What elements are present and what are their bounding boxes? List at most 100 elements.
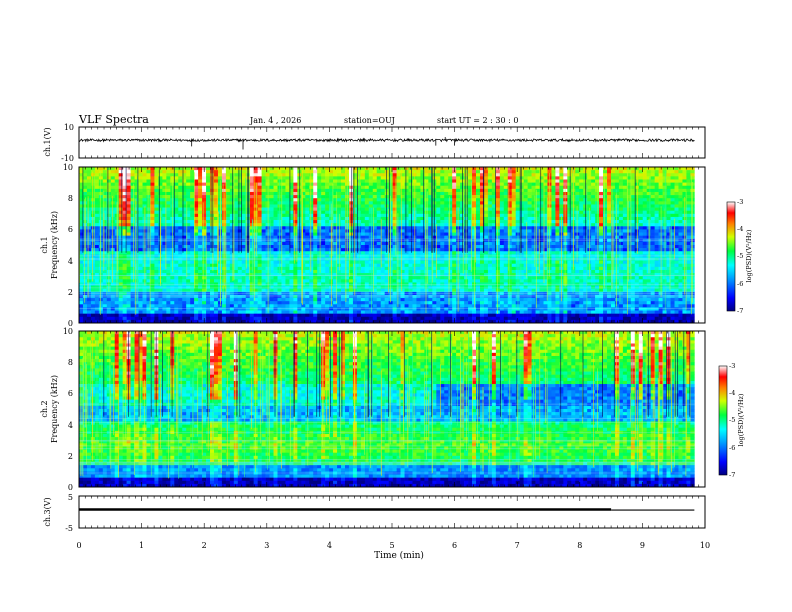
spectrogram-cell <box>90 185 96 190</box>
spectrogram-cell <box>273 266 278 271</box>
spectrogram-cell <box>364 276 370 280</box>
spectrogram-cell <box>118 185 123 190</box>
spectrogram-cell <box>281 251 286 255</box>
spectrogram-cell <box>348 241 354 246</box>
spectrogram-cell <box>352 313 358 318</box>
spectrogram-cell <box>98 173 104 177</box>
spectrogram-cell <box>329 173 334 177</box>
spectrogram-cell <box>253 210 258 215</box>
spectrogram-cell <box>372 260 378 265</box>
spectrogram-cell <box>313 195 318 199</box>
spectrogram-cell <box>321 298 326 302</box>
spectrogram-cell <box>257 204 262 208</box>
spectrogram-cell <box>166 167 171 171</box>
spectrogram-cell <box>309 210 314 215</box>
spectrogram-cell <box>293 248 298 252</box>
spectrogram-cell <box>341 204 346 208</box>
spectrogram-cell <box>102 167 108 171</box>
spectrogram-cell <box>110 220 116 224</box>
spectrogram-cell <box>94 170 100 174</box>
spectrogram-cell <box>90 301 96 305</box>
spectrogram-cell <box>90 313 96 318</box>
spectrogram-cell <box>321 248 326 252</box>
spectrogram-cell <box>150 248 155 252</box>
spectrogram-cell <box>408 273 413 277</box>
spectrogram-cell <box>194 248 199 252</box>
spectrogram-cell <box>94 213 100 218</box>
spectrogram-cell <box>202 310 207 314</box>
spectrogram-cell <box>253 285 258 289</box>
spectrogram-cell <box>102 210 108 215</box>
spectrogram-cell <box>154 235 159 240</box>
spectrogram-cell <box>400 260 405 265</box>
spectrogram-cell <box>400 307 405 311</box>
spectrogram-cell <box>277 170 282 174</box>
spectrogram-cell <box>150 276 155 280</box>
spectrogram-cell <box>396 176 401 180</box>
spectrogram-cell <box>452 226 457 230</box>
spectrogram-cell <box>134 238 139 243</box>
spectrogram-cell <box>253 301 258 305</box>
spectrogram-cell <box>348 279 354 283</box>
spectrogram-cell <box>428 213 433 218</box>
spectrogram-cell <box>372 170 378 174</box>
spectrogram-cell <box>352 176 358 180</box>
spectrogram-cell <box>309 216 314 221</box>
spectrogram-cell <box>150 260 155 265</box>
spectrogram-cell <box>146 198 151 202</box>
spectrogram-cell <box>170 173 175 177</box>
spectrogram-cell <box>233 176 239 180</box>
spectrogram-cell <box>448 223 453 227</box>
spectrogram-cell <box>114 167 119 171</box>
spectrogram-cell <box>368 204 374 208</box>
spectrogram-cell <box>253 235 258 240</box>
spectrogram-cell <box>146 191 151 196</box>
spectrogram-cell <box>344 210 350 215</box>
spectrogram-cell <box>333 251 338 255</box>
spectrogram-cell <box>452 294 457 299</box>
spectrogram-cell <box>396 232 401 236</box>
spectrogram-cell <box>194 210 199 215</box>
spectrogram-cell <box>233 223 239 227</box>
spectrogram-cell <box>356 310 362 314</box>
spectrogram-cell <box>90 195 96 199</box>
spectrogram-cell <box>416 288 421 293</box>
spectrogram-cell <box>348 316 354 321</box>
spectrogram-cell <box>178 279 183 283</box>
spectrogram-cell <box>360 210 366 215</box>
spectrogram-cell <box>186 238 191 243</box>
spectrogram-cell <box>174 301 179 305</box>
spectrogram-cell <box>325 269 330 274</box>
spectrogram-cell <box>281 179 286 183</box>
spectrogram-cell <box>261 179 266 183</box>
spectrogram-cell <box>285 310 290 314</box>
spectrogram-cell <box>249 198 254 202</box>
spectrogram-cell <box>261 185 266 190</box>
spectrogram-cell <box>321 213 326 218</box>
spectrogram-cell <box>213 260 219 265</box>
spectrogram-cell <box>265 248 270 252</box>
spectrogram-cell <box>301 238 306 243</box>
spectrogram-cell <box>273 220 278 224</box>
spectrogram-cell <box>206 173 211 177</box>
spectrogram-cell <box>261 176 266 180</box>
spectrogram-cell <box>202 185 207 190</box>
spectrogram-cell <box>126 238 131 243</box>
spectrogram-cell <box>380 220 385 224</box>
spectrogram-cell <box>102 207 108 211</box>
spectrogram-cell <box>86 238 92 243</box>
spectrogram-cell <box>261 223 266 227</box>
spectrogram-cell <box>440 216 445 221</box>
spectrogram-cell <box>249 310 254 314</box>
spectrogram-cell <box>428 182 433 187</box>
spectrogram-cell <box>118 216 123 221</box>
spectrogram-cell <box>424 316 429 321</box>
spectrogram-cell <box>94 195 100 199</box>
spectrogram-cell <box>396 313 401 318</box>
spectrogram-cell <box>432 307 437 311</box>
spectrogram-cell <box>309 251 314 255</box>
spectrogram-cell <box>404 179 409 183</box>
spectrogram-cell <box>356 276 362 280</box>
spectrogram-cell <box>237 173 243 177</box>
spectrogram-cell <box>313 298 318 302</box>
